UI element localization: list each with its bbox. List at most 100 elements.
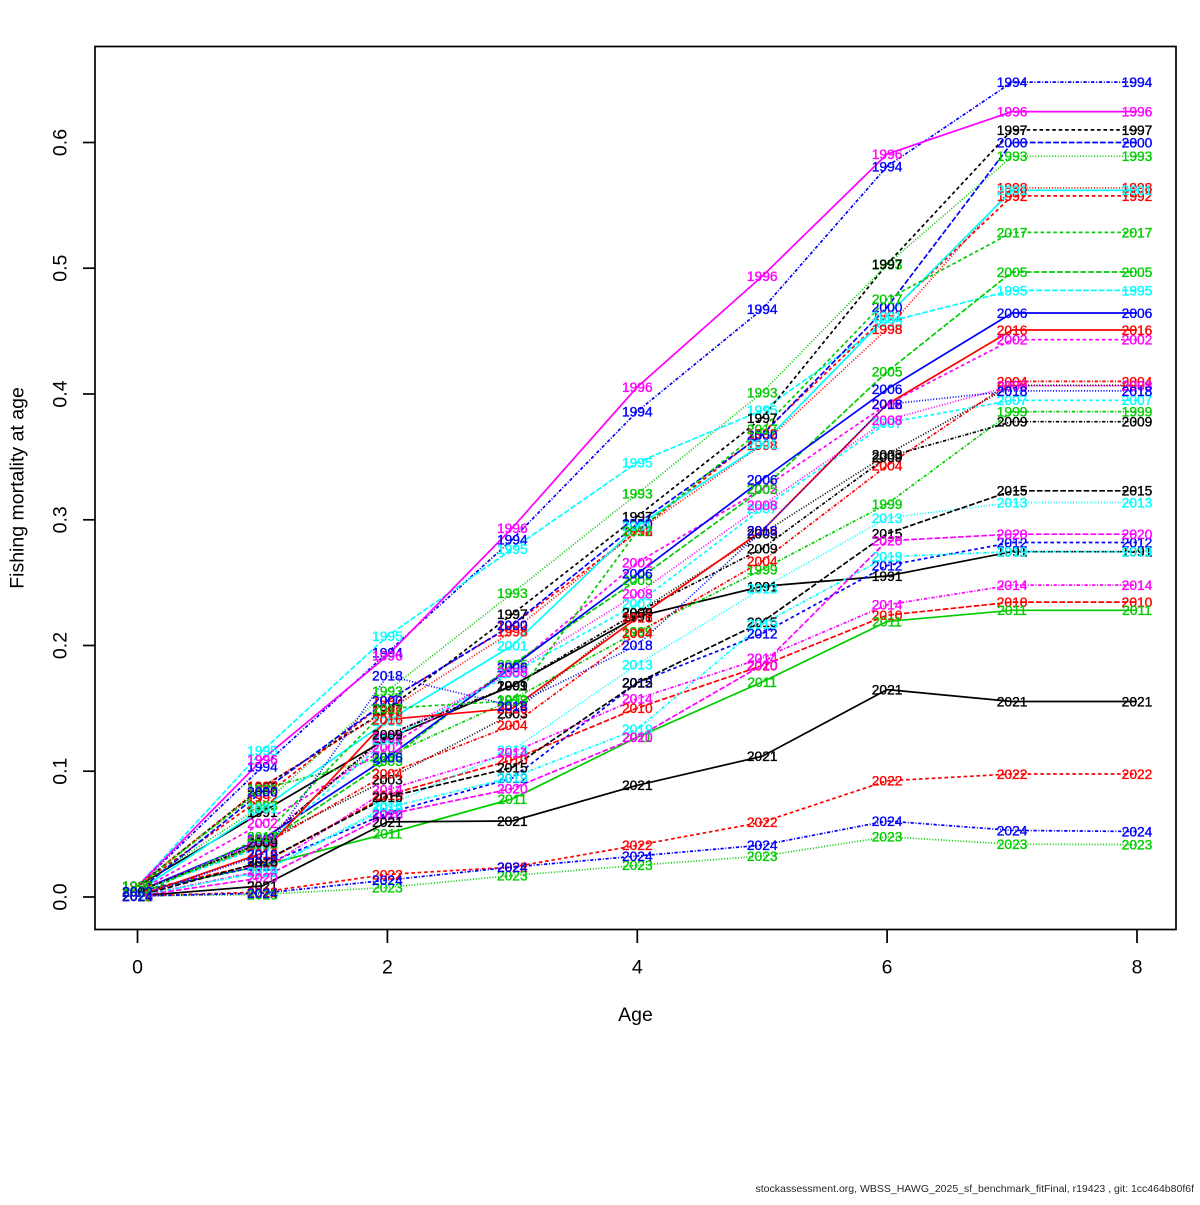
svg-text:2014: 2014 bbox=[247, 864, 278, 879]
svg-text:2023: 2023 bbox=[122, 889, 153, 904]
svg-text:2009: 2009 bbox=[747, 541, 778, 556]
svg-text:0.6: 0.6 bbox=[50, 129, 72, 156]
svg-text:2024: 2024 bbox=[872, 814, 903, 829]
svg-text:2008: 2008 bbox=[997, 379, 1028, 394]
svg-text:4: 4 bbox=[632, 957, 643, 979]
svg-text:2019: 2019 bbox=[747, 617, 778, 632]
svg-text:1996: 1996 bbox=[372, 649, 403, 664]
svg-text:2021: 2021 bbox=[1122, 694, 1153, 709]
svg-text:1994: 1994 bbox=[997, 75, 1028, 90]
svg-text:2023: 2023 bbox=[622, 858, 653, 873]
svg-text:2002: 2002 bbox=[997, 333, 1028, 348]
svg-text:2011: 2011 bbox=[373, 826, 403, 841]
svg-text:2014: 2014 bbox=[372, 783, 403, 798]
svg-text:1991: 1991 bbox=[497, 679, 528, 694]
svg-text:6: 6 bbox=[882, 957, 893, 979]
svg-text:2011: 2011 bbox=[872, 614, 902, 629]
svg-text:1999: 1999 bbox=[372, 749, 403, 764]
svg-text:1998: 1998 bbox=[372, 704, 403, 719]
svg-text:0.4: 0.4 bbox=[50, 380, 72, 407]
svg-text:2002: 2002 bbox=[1122, 333, 1153, 348]
svg-text:1999: 1999 bbox=[122, 879, 153, 894]
svg-text:2017: 2017 bbox=[872, 292, 903, 307]
svg-text:1996: 1996 bbox=[1122, 105, 1153, 120]
svg-text:2005: 2005 bbox=[122, 884, 153, 899]
svg-text:2007: 2007 bbox=[372, 733, 403, 748]
svg-text:2014: 2014 bbox=[622, 692, 653, 707]
svg-text:2005: 2005 bbox=[997, 265, 1028, 280]
svg-text:1998: 1998 bbox=[622, 524, 653, 539]
svg-text:2012: 2012 bbox=[497, 771, 528, 786]
svg-text:2008: 2008 bbox=[497, 665, 528, 680]
svg-text:2010: 2010 bbox=[1122, 595, 1153, 610]
svg-text:2001: 2001 bbox=[497, 639, 528, 654]
svg-text:2000: 2000 bbox=[247, 784, 278, 799]
svg-text:2018: 2018 bbox=[372, 669, 403, 684]
svg-text:2002: 2002 bbox=[747, 482, 778, 497]
svg-text:2000: 2000 bbox=[997, 135, 1028, 150]
svg-text:2012: 2012 bbox=[997, 535, 1028, 550]
svg-text:1996: 1996 bbox=[997, 105, 1028, 120]
svg-text:2002: 2002 bbox=[372, 740, 403, 755]
svg-text:2008: 2008 bbox=[122, 884, 153, 899]
svg-text:2011: 2011 bbox=[997, 603, 1027, 618]
svg-text:2011: 2011 bbox=[123, 884, 153, 899]
svg-text:2021: 2021 bbox=[247, 879, 278, 894]
svg-text:2018: 2018 bbox=[122, 889, 153, 904]
svg-text:2003: 2003 bbox=[372, 772, 403, 787]
svg-text:2005: 2005 bbox=[372, 754, 403, 769]
svg-text:2022: 2022 bbox=[122, 889, 153, 904]
svg-text:2008: 2008 bbox=[872, 413, 903, 428]
svg-text:2019: 2019 bbox=[622, 722, 653, 737]
svg-text:2019: 2019 bbox=[1122, 545, 1153, 560]
svg-text:2000: 2000 bbox=[747, 428, 778, 443]
svg-text:2016: 2016 bbox=[122, 889, 153, 904]
svg-text:2015: 2015 bbox=[122, 889, 153, 904]
svg-text:2021: 2021 bbox=[747, 749, 778, 764]
svg-text:2008: 2008 bbox=[372, 730, 403, 745]
svg-text:2022: 2022 bbox=[372, 867, 403, 882]
svg-text:2001: 2001 bbox=[622, 519, 653, 534]
svg-text:2001: 2001 bbox=[247, 801, 278, 816]
svg-text:2007: 2007 bbox=[497, 666, 528, 681]
svg-text:2003: 2003 bbox=[122, 884, 153, 899]
svg-text:2019: 2019 bbox=[997, 545, 1028, 560]
svg-text:2011: 2011 bbox=[248, 859, 278, 874]
svg-text:0.0: 0.0 bbox=[50, 883, 72, 910]
svg-text:2016: 2016 bbox=[622, 611, 653, 626]
svg-text:1997: 1997 bbox=[497, 607, 528, 622]
svg-text:2020: 2020 bbox=[1122, 527, 1153, 542]
svg-text:2013: 2013 bbox=[247, 864, 278, 879]
svg-text:1992: 1992 bbox=[1122, 189, 1153, 204]
svg-text:2004: 2004 bbox=[122, 884, 153, 899]
svg-text:2016: 2016 bbox=[497, 701, 528, 716]
svg-text:2016: 2016 bbox=[1122, 323, 1153, 338]
svg-text:2022: 2022 bbox=[622, 838, 653, 853]
svg-text:2006: 2006 bbox=[497, 660, 528, 675]
svg-text:stockassessment.org, WBSS_HAWG: stockassessment.org, WBSS_HAWG_2025_sf_b… bbox=[756, 1183, 1195, 1195]
svg-text:2009: 2009 bbox=[997, 415, 1028, 430]
svg-text:1996: 1996 bbox=[122, 879, 153, 894]
svg-text:2006: 2006 bbox=[122, 884, 153, 899]
svg-text:2003: 2003 bbox=[747, 527, 778, 542]
svg-text:2020: 2020 bbox=[497, 782, 528, 797]
svg-text:2016: 2016 bbox=[872, 397, 903, 412]
svg-text:2001: 2001 bbox=[997, 183, 1028, 198]
svg-text:2003: 2003 bbox=[1122, 378, 1153, 393]
svg-text:1993: 1993 bbox=[122, 879, 153, 894]
svg-text:2003: 2003 bbox=[997, 378, 1028, 393]
svg-text:1998: 1998 bbox=[247, 779, 278, 794]
svg-text:2023: 2023 bbox=[997, 837, 1028, 852]
svg-text:2024: 2024 bbox=[622, 849, 653, 864]
svg-text:2005: 2005 bbox=[622, 573, 653, 588]
svg-text:1991: 1991 bbox=[622, 610, 653, 625]
svg-text:2018: 2018 bbox=[872, 397, 903, 412]
svg-text:1994: 1994 bbox=[872, 159, 903, 174]
svg-text:2007: 2007 bbox=[872, 416, 903, 431]
svg-text:2017: 2017 bbox=[497, 694, 528, 709]
svg-text:1993: 1993 bbox=[1122, 149, 1153, 164]
svg-text:2008: 2008 bbox=[247, 833, 278, 848]
svg-text:2013: 2013 bbox=[122, 889, 153, 904]
svg-text:2006: 2006 bbox=[997, 306, 1028, 321]
svg-text:2000: 2000 bbox=[372, 694, 403, 709]
